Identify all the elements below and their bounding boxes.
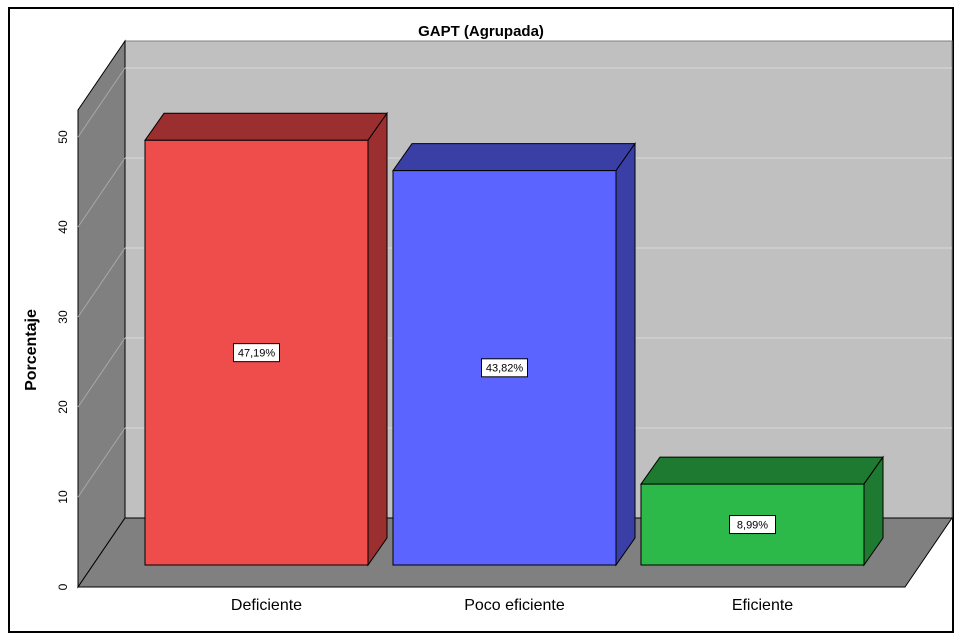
x-tick-label: Deficiente bbox=[231, 597, 302, 614]
bar-top bbox=[144, 112, 388, 141]
y-tick-label: 10 bbox=[56, 490, 70, 504]
value-label-box bbox=[729, 515, 776, 535]
grid-line bbox=[77, 427, 126, 498]
bar-top bbox=[392, 143, 636, 172]
grid-line bbox=[77, 67, 126, 138]
grid-line bbox=[77, 337, 126, 408]
y-tick-label: 30 bbox=[56, 310, 70, 324]
x-tick-label: Poco eficiente bbox=[464, 597, 565, 614]
y-tick-label: 40 bbox=[56, 220, 70, 234]
y-tick-label: 20 bbox=[56, 400, 70, 414]
chart-title: GAPT (Agrupada) bbox=[418, 23, 544, 40]
value-label: 47,19% bbox=[238, 348, 276, 360]
y-tick-label: 0 bbox=[56, 583, 70, 590]
grid-line bbox=[77, 157, 126, 228]
value-label-box bbox=[233, 343, 280, 363]
y-axis-label: Porcentaje bbox=[23, 309, 40, 391]
value-label: 43,82% bbox=[486, 363, 524, 375]
value-label-box bbox=[481, 358, 528, 378]
bar-side bbox=[615, 142, 636, 567]
value-label: 8,99% bbox=[737, 519, 768, 531]
x-tick-label: Eficiente bbox=[732, 597, 793, 614]
y-tick-label: 50 bbox=[56, 130, 70, 144]
bar-top bbox=[640, 456, 884, 485]
left-wall bbox=[77, 39, 126, 589]
bar-side bbox=[367, 111, 388, 567]
grid-line bbox=[77, 247, 126, 318]
